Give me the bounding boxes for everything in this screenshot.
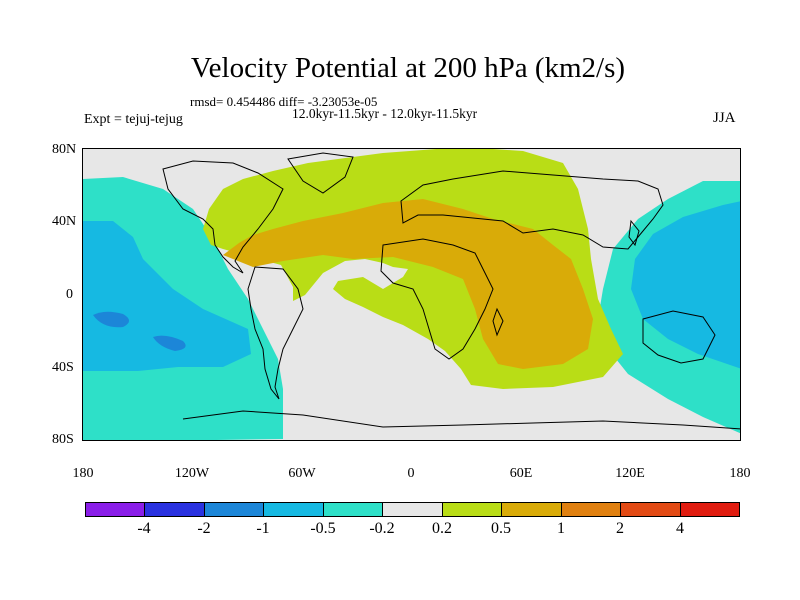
coast-south-america (247, 266, 304, 400)
lat-label-eq: 0 (66, 287, 73, 302)
lon-label-120e: 120E (615, 466, 645, 481)
lon-label-180e: 180 (729, 466, 751, 481)
lon-label-120w: 120W (174, 466, 210, 481)
lon-label-180w: 180 (72, 466, 94, 481)
map-plot (82, 148, 741, 441)
region-neg2-b (153, 335, 186, 351)
colorbar-label-7: 1 (557, 520, 565, 537)
coast-greenland (287, 152, 354, 194)
lon-label-60w: 60W (288, 466, 316, 481)
coast-north-america (162, 160, 284, 274)
coastlines (162, 152, 740, 430)
colorbar-label-3: -0.5 (310, 520, 336, 537)
coast-africa (380, 238, 494, 360)
region-neg2-a (93, 311, 129, 328)
colorbar-label-1: -2 (197, 520, 211, 537)
colorbar-swatch-10 (680, 503, 739, 516)
colorbar-label-0: -4 (137, 520, 151, 537)
colorbar (85, 502, 740, 517)
colorbar-swatch-1 (145, 503, 205, 516)
coast-japan (628, 219, 640, 247)
colorbar-label-4: -0.2 (369, 520, 395, 537)
colorbar-swatch-2 (204, 503, 265, 516)
experiment-label: Expt = tejuj-tejug (84, 112, 183, 127)
stats-label: rmsd= 0.454486 diff= -3.23053e-05 (190, 94, 378, 109)
region-neg1-west (631, 201, 740, 369)
lon-label-0: 0 (407, 466, 415, 481)
colorbar-swatch-8 (561, 503, 622, 516)
colorbar-swatch-3 (264, 503, 324, 516)
coast-madagascar (492, 307, 504, 337)
colorbar-label-5: 0.2 (432, 520, 452, 537)
period-label: 12.0kyr-11.5kyr - 12.0kyr-11.5kyr (292, 106, 478, 121)
region-neg1-east (83, 221, 251, 371)
colorbar-swatch-4 (323, 503, 384, 516)
page-title: Velocity Potential at 200 hPa (km2/s) (190, 52, 626, 84)
colorbar-swatch-7 (502, 503, 562, 516)
colorbar-label-2: -1 (256, 520, 270, 537)
season-label: JJA (713, 110, 736, 126)
colorbar-label-8: 2 (616, 520, 624, 537)
lat-label-80s: 80S (52, 432, 74, 447)
lon-label-60e: 60E (509, 466, 533, 481)
colorbar-swatch-6 (442, 503, 503, 516)
coast-antarctica (182, 410, 740, 430)
colorbar-swatch-9 (621, 503, 681, 516)
lat-label-40s: 40S (52, 360, 74, 375)
coast-australia (642, 310, 716, 364)
lat-label-40n: 40N (52, 214, 77, 229)
colorbar-label-6: 0.5 (491, 520, 511, 537)
colorbar-label-9: 4 (676, 520, 684, 537)
colorbar-swatch-5 (383, 503, 443, 516)
lat-label-80n: 80N (52, 142, 77, 157)
colorbar-swatch-0 (86, 503, 146, 516)
map-svg (83, 149, 740, 440)
